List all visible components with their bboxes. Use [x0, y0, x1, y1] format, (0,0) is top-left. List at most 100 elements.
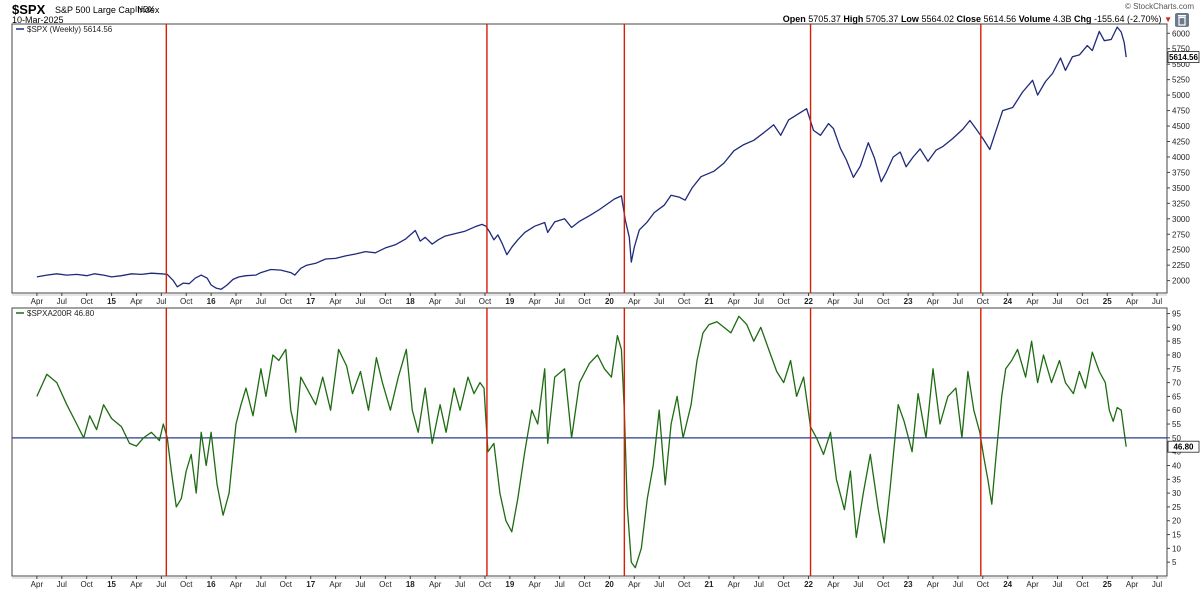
price-xtick-label: Apr [329, 297, 342, 306]
price-xtick-label: Jul [156, 297, 166, 306]
breadth-ytick-label: 75 [1172, 365, 1181, 374]
chg-label: Chg [1074, 14, 1092, 24]
price-ytick-label: 5750 [1172, 45, 1190, 54]
price-xtick-label: Jul [1152, 297, 1162, 306]
breadth-ytick-label: 25 [1172, 503, 1181, 512]
breadth-ytick-label: 35 [1172, 475, 1181, 484]
breadth-xtick-label: Jul [1052, 580, 1062, 589]
price-xtick-label: Jul [455, 297, 465, 306]
price-xtick-label: Jul [853, 297, 863, 306]
price-last-value-label: 5614.56 [1169, 53, 1198, 62]
breadth-xtick-label: Jul [57, 580, 67, 589]
price-xtick-label: Jul [555, 297, 565, 306]
price-ytick-label: 4500 [1172, 122, 1190, 131]
price-xtick-label: Apr [628, 297, 641, 306]
price-xtick-label: Oct [1076, 297, 1089, 306]
breadth-xtick-label: Jul [455, 580, 465, 589]
price-ytick-label: 2000 [1172, 277, 1190, 286]
breadth-xtick-label: 18 [406, 580, 415, 589]
breadth-ytick-label: 80 [1172, 351, 1181, 360]
price-xtick-label: Jul [355, 297, 365, 306]
open-label: Open [782, 14, 806, 24]
breadth-xtick-label: Oct [379, 580, 392, 589]
breadth-xtick-label: Apr [728, 580, 741, 589]
breadth-xtick-label: Jul [953, 580, 963, 589]
trash-glyph [1178, 15, 1186, 26]
trash-icon[interactable] [1175, 13, 1189, 27]
breadth-xtick-label: Jul [1152, 580, 1162, 589]
breadth-xtick-label: Oct [877, 580, 890, 589]
breadth-xtick-label: Apr [329, 580, 342, 589]
breadth-xtick-label: Oct [578, 580, 591, 589]
breadth-xtick-label: 15 [107, 580, 116, 589]
price-ytick-label: 2750 [1172, 230, 1190, 239]
price-xtick-label: Jul [256, 297, 266, 306]
exchange-code: INDX [135, 5, 155, 14]
breadth-xtick-label: Jul [355, 580, 365, 589]
price-xtick-label: Apr [927, 297, 940, 306]
breadth-xtick-label: Oct [777, 580, 790, 589]
breadth-xtick-label: Apr [927, 580, 940, 589]
breadth-ytick-label: 95 [1172, 310, 1181, 319]
price-xtick-label: Jul [754, 297, 764, 306]
breadth-xtick-label: Oct [180, 580, 193, 589]
price-ytick-label: 5500 [1172, 60, 1190, 69]
price-plot-area [11, 23, 1168, 294]
price-xtick-label: 24 [1003, 297, 1012, 306]
breadth-xtick-label: Jul [754, 580, 764, 589]
breadth-xtick-label: Apr [827, 580, 840, 589]
price-xtick-label: 18 [406, 297, 415, 306]
breadth-ytick-label: 55 [1172, 420, 1181, 429]
breadth-xtick-label: Oct [678, 580, 691, 589]
price-xtick-label: Jul [953, 297, 963, 306]
price-ytick-label: 2250 [1172, 261, 1190, 270]
breadth-ytick-label: 15 [1172, 531, 1181, 540]
price-xtick-label: 15 [107, 297, 116, 306]
price-xtick-label: 25 [1103, 297, 1112, 306]
breadth-ytick-label: 50 [1172, 434, 1181, 443]
price-xtick-label: 19 [505, 297, 514, 306]
breadth-xtick-label: Apr [628, 580, 641, 589]
breadth-xtick-label: Jul [555, 580, 565, 589]
volume-value: 4.3B [1052, 14, 1072, 24]
breadth-xtick-label: Oct [479, 580, 492, 589]
instrument-name: S&P 500 Large Cap Index [55, 5, 160, 15]
high-value: 5705.37 [865, 14, 899, 24]
breadth-xtick-label: 20 [605, 580, 614, 589]
breadth-xtick-label: Apr [31, 580, 44, 589]
price-xtick-label: Apr [230, 297, 243, 306]
price-xtick-label: 23 [904, 297, 913, 306]
breadth-ytick-label: 40 [1172, 461, 1181, 470]
price-xtick-label: 16 [207, 297, 216, 306]
price-xtick-label: Oct [479, 297, 492, 306]
breadth-ytick-label: 10 [1172, 544, 1181, 553]
price-ytick-label: 3000 [1172, 215, 1190, 224]
breadth-ytick-label: 30 [1172, 489, 1181, 498]
open-value: 5705.37 [808, 14, 841, 24]
breadth-xtick-label: Jul [156, 580, 166, 589]
breadth-plot-area [11, 307, 1168, 577]
price-xtick-label: Oct [877, 297, 890, 306]
price-xtick-label: Oct [280, 297, 293, 306]
quote-bar: Open 5705.37 High 5705.37 Low 5564.02 Cl… [783, 14, 1172, 24]
price-ytick-label: 4000 [1172, 153, 1190, 162]
breadth-xtick-label: Apr [130, 580, 143, 589]
breadth-xtick-label: Oct [1076, 580, 1089, 589]
price-xtick-label: Jul [57, 297, 67, 306]
price-xtick-label: Apr [429, 297, 442, 306]
breadth-xtick-label: 19 [505, 580, 514, 589]
breadth-ytick-label: 85 [1172, 337, 1181, 346]
price-xtick-label: Apr [130, 297, 143, 306]
symbol-title: $SPX [12, 2, 46, 17]
price-xtick-label: Jul [654, 297, 664, 306]
price-xtick-label: Oct [777, 297, 790, 306]
breadth-series-line [36, 315, 1127, 569]
breadth-last-value-label: 46.80 [1173, 443, 1194, 452]
price-xtick-label: Apr [1026, 297, 1039, 306]
breadth-xtick-label: Oct [80, 580, 93, 589]
high-label: High [843, 14, 864, 24]
price-legend: $SPX (Weekly) 5614.56 [16, 25, 113, 34]
breadth-xtick-label: Apr [429, 580, 442, 589]
